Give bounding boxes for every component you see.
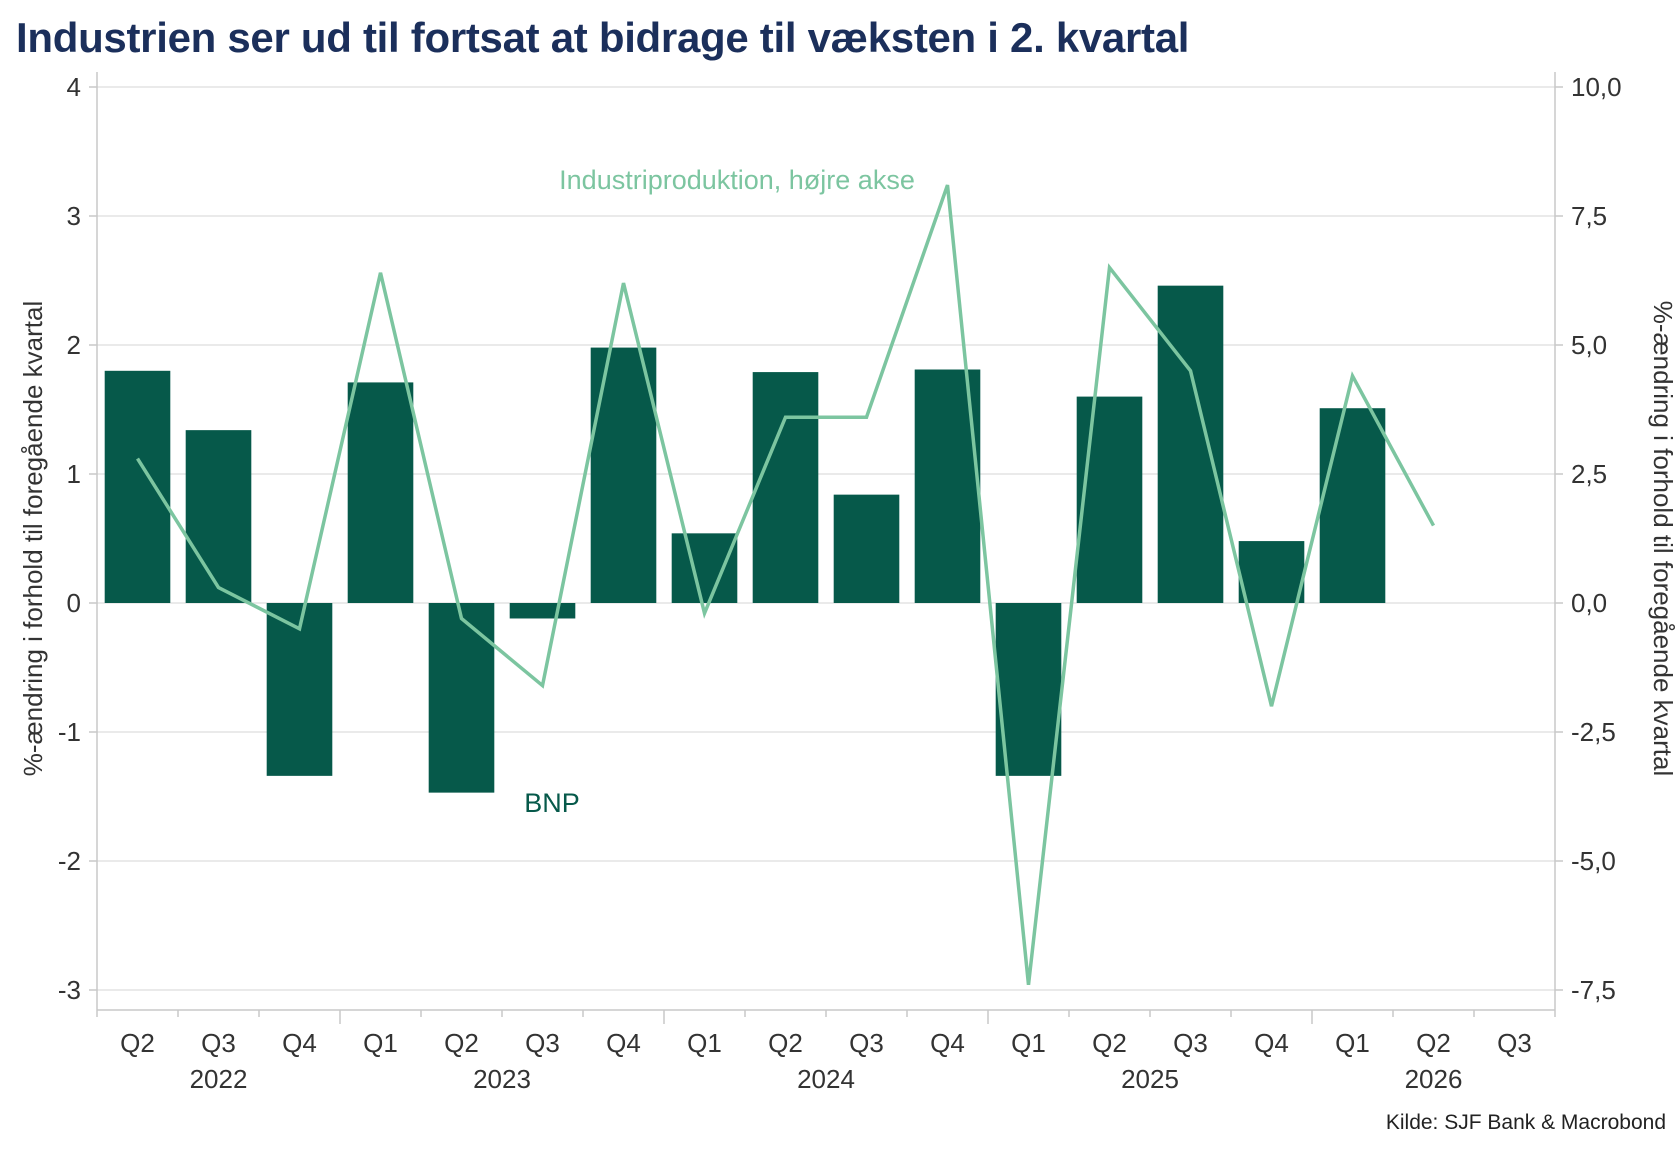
x-tick-label: Q4 [282, 1028, 317, 1058]
x-tick-label: Q2 [1416, 1028, 1451, 1058]
y-left-tick-label: 2 [67, 330, 81, 360]
y-left-tick-label: -1 [58, 717, 81, 747]
y-left-tick-label: 0 [67, 588, 81, 618]
y-right-tick-label: -5,0 [1571, 846, 1616, 876]
y-left-axis-title: %-ændring i forhold til foregående kvart… [18, 301, 48, 776]
y-left-tick-label: -2 [58, 846, 81, 876]
bnp-bar [428, 603, 495, 793]
chart-title: Industrien ser ud til fortsat at bidrage… [16, 14, 1190, 61]
bnp-bar [671, 533, 738, 603]
y-right-tick-label: -2,5 [1571, 717, 1616, 747]
source-note: Kilde: SJF Bank & Macrobond [1385, 1111, 1666, 1134]
bnp-bar [1076, 396, 1143, 603]
y-left-tick-label: 3 [67, 201, 81, 231]
x-tick-label: Q4 [606, 1028, 641, 1058]
bnp-bar [1157, 285, 1224, 603]
x-year-label: 2022 [190, 1064, 248, 1094]
x-year-label: 2026 [1405, 1064, 1463, 1094]
x-tick-label: Q3 [1173, 1028, 1208, 1058]
y-right-tick-label: 10,0 [1571, 72, 1622, 102]
x-tick-label: Q4 [1254, 1028, 1289, 1058]
line-series-label: Industriproduktion, højre akse [559, 165, 915, 195]
y-right-tick-label: 5,0 [1571, 330, 1607, 360]
bnp-bar [1238, 541, 1305, 603]
x-year-label: 2023 [473, 1064, 531, 1094]
x-tick-label: Q3 [525, 1028, 560, 1058]
x-tick-label: Q2 [1092, 1028, 1127, 1058]
y-right-tick-label: 2,5 [1571, 459, 1607, 489]
x-tick-label: Q1 [1335, 1028, 1370, 1058]
x-tick-label: Q3 [201, 1028, 236, 1058]
bnp-bar [104, 370, 171, 603]
bnp-bar [590, 347, 657, 603]
x-tick-label: Q2 [120, 1028, 155, 1058]
y-right-tick-label: -7,5 [1571, 975, 1616, 1005]
y-left-tick-label: 4 [67, 72, 81, 102]
bar-series-label: BNP [524, 788, 580, 818]
x-tick-label: Q1 [687, 1028, 722, 1058]
y-right-tick-label: 0,0 [1571, 588, 1607, 618]
bnp-bar [833, 494, 900, 603]
x-tick-label: Q3 [849, 1028, 884, 1058]
bnp-bar [995, 603, 1062, 776]
x-tick-label: Q1 [363, 1028, 398, 1058]
bnp-bar [752, 372, 819, 603]
y-left-tick-label: -3 [58, 975, 81, 1005]
bnp-bar [266, 603, 333, 776]
y-right-axis-title: %-ændring i forhold til foregående kvart… [1648, 301, 1678, 776]
bnp-bar [509, 603, 576, 619]
bnp-bar [347, 382, 414, 603]
x-year-label: 2024 [797, 1064, 855, 1094]
x-tick-label: Q2 [768, 1028, 803, 1058]
x-tick-label: Q3 [1497, 1028, 1532, 1058]
x-tick-label: Q2 [444, 1028, 479, 1058]
x-tick-label: Q4 [930, 1028, 965, 1058]
y-right-tick-label: 7,5 [1571, 201, 1607, 231]
x-tick-label: Q1 [1011, 1028, 1046, 1058]
bnp-bar [185, 430, 252, 603]
y-left-tick-label: 1 [67, 459, 81, 489]
bnp-bar [1319, 408, 1386, 603]
x-year-label: 2025 [1121, 1064, 1179, 1094]
